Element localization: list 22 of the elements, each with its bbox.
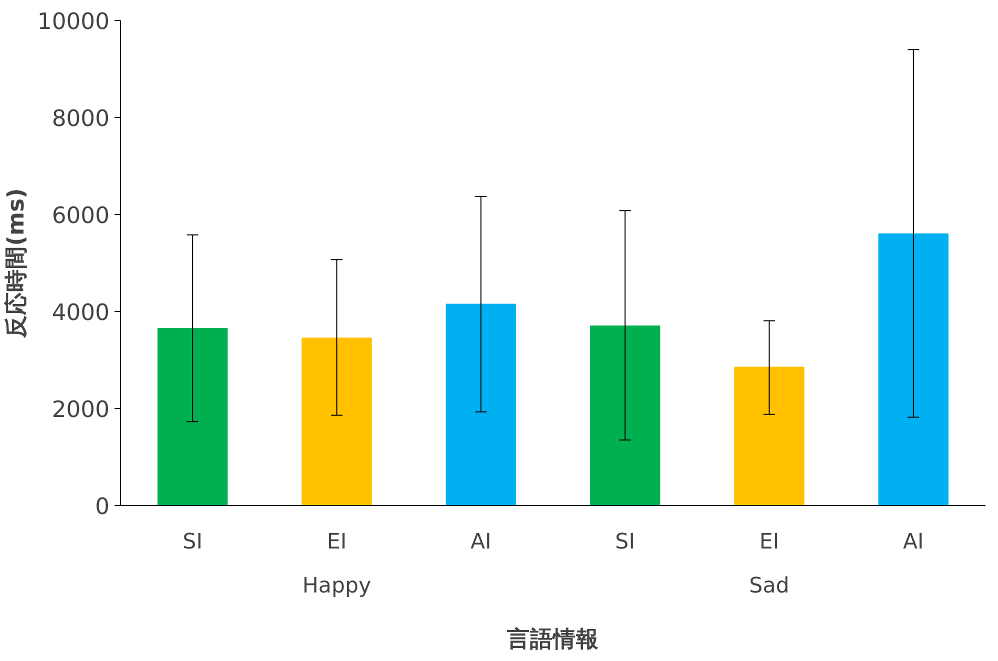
bar [302, 338, 372, 506]
y-tick-label: 2000 [52, 397, 110, 423]
text: Happy [302, 574, 372, 598]
bar [878, 233, 949, 506]
bar [157, 328, 228, 506]
y-axis-title: 反応時間(ms) [2, 188, 30, 339]
x-tick-label: SI [615, 530, 636, 554]
bar [590, 326, 660, 506]
y-tick-label: 0 [95, 494, 110, 520]
x-tick-label: SI [182, 530, 203, 554]
y-tick-label: 4000 [52, 300, 110, 326]
x-tick-label: AI [470, 530, 492, 554]
x-tick-label: EI [326, 530, 347, 554]
x-tick-label: EI [759, 530, 780, 554]
y-tick-label: 8000 [52, 106, 110, 132]
y-tick-label: 10000 [37, 9, 110, 35]
text: Sad [749, 574, 790, 598]
bar [446, 304, 516, 506]
x-tick-label: AI [902, 530, 924, 554]
x-axis-title: 言語情報 [506, 626, 599, 652]
bar [734, 366, 804, 506]
y-tick-label: 6000 [52, 203, 110, 229]
